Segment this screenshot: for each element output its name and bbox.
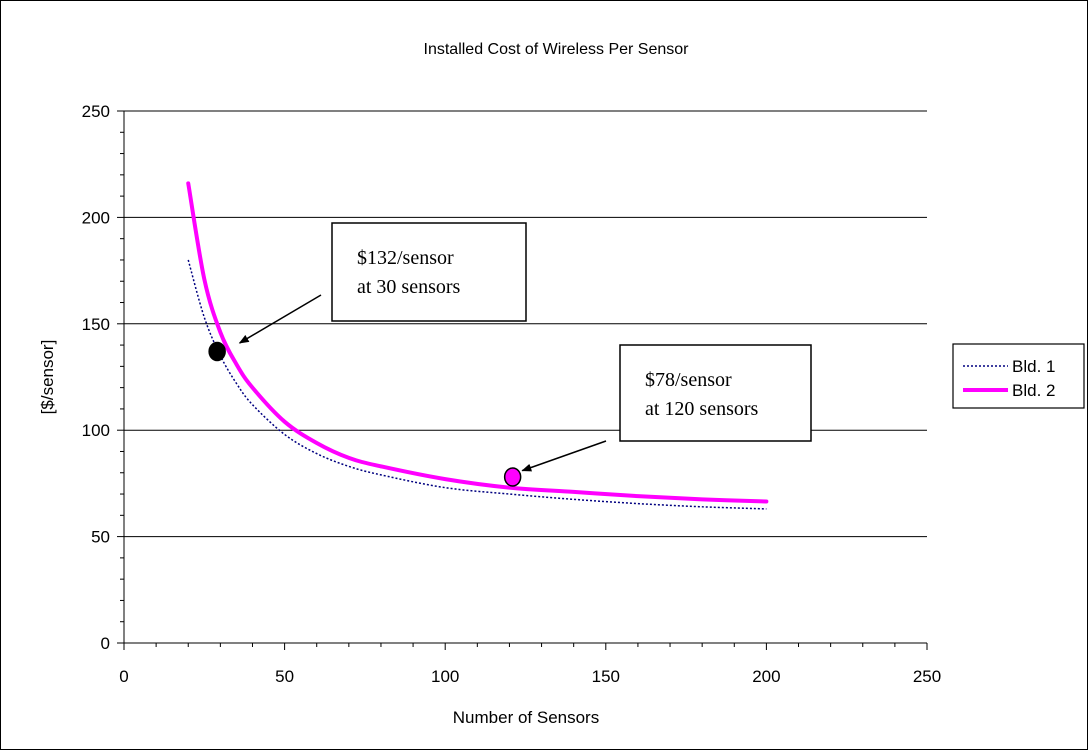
legend: Bld. 1 Bld. 2 bbox=[952, 343, 1085, 409]
annotation-box bbox=[331, 222, 527, 322]
data-point-marker bbox=[208, 341, 226, 362]
legend-box bbox=[952, 343, 1085, 409]
legend-label-1: Bld. 1 bbox=[1012, 357, 1055, 376]
x-tick-label: 150 bbox=[592, 667, 620, 686]
series-line-2 bbox=[186, 181, 769, 504]
annotation-line-1: $132/sensor bbox=[357, 247, 454, 269]
grid-layer bbox=[124, 110, 927, 538]
x-tick-label: 50 bbox=[275, 667, 294, 686]
legend-label-2: Bld. 2 bbox=[1012, 381, 1055, 400]
y-tick-label: 150 bbox=[82, 315, 110, 334]
y-axis-label: [$/sensor] bbox=[38, 340, 57, 415]
y-tick-label: 100 bbox=[82, 421, 110, 440]
series-layer bbox=[186, 181, 769, 510]
annotation-layer: $132/sensor at 30 sensors $78/sensor at 120… bbox=[238, 222, 812, 472]
y-tick-label: 250 bbox=[82, 102, 110, 121]
y-tick-label: 200 bbox=[82, 208, 110, 227]
x-tick-label: 250 bbox=[913, 667, 941, 686]
x-axis-label: Number of Sensors bbox=[453, 708, 599, 727]
x-tick-label: 0 bbox=[119, 667, 128, 686]
annotation-line-1: $78/sensor bbox=[645, 369, 732, 391]
y-tick-label: 0 bbox=[101, 634, 110, 653]
data-point-marker bbox=[503, 467, 522, 487]
annotation-line-2: at 30 sensors bbox=[357, 276, 461, 298]
x-tick-label: 200 bbox=[752, 667, 780, 686]
annotation-line-2: at 120 sensors bbox=[645, 398, 759, 420]
annotation-box bbox=[619, 344, 812, 442]
annotation-arrow bbox=[238, 294, 322, 344]
x-tick-label: 100 bbox=[431, 667, 459, 686]
axes-layer: 0 50 100 150 200 250 0 50 100 150 200 250 bbox=[82, 102, 942, 686]
y-tick-label: 50 bbox=[91, 528, 110, 547]
annotation-arrow bbox=[521, 440, 607, 472]
chart-title: Installed Cost of Wireless Per Sensor bbox=[424, 41, 690, 58]
